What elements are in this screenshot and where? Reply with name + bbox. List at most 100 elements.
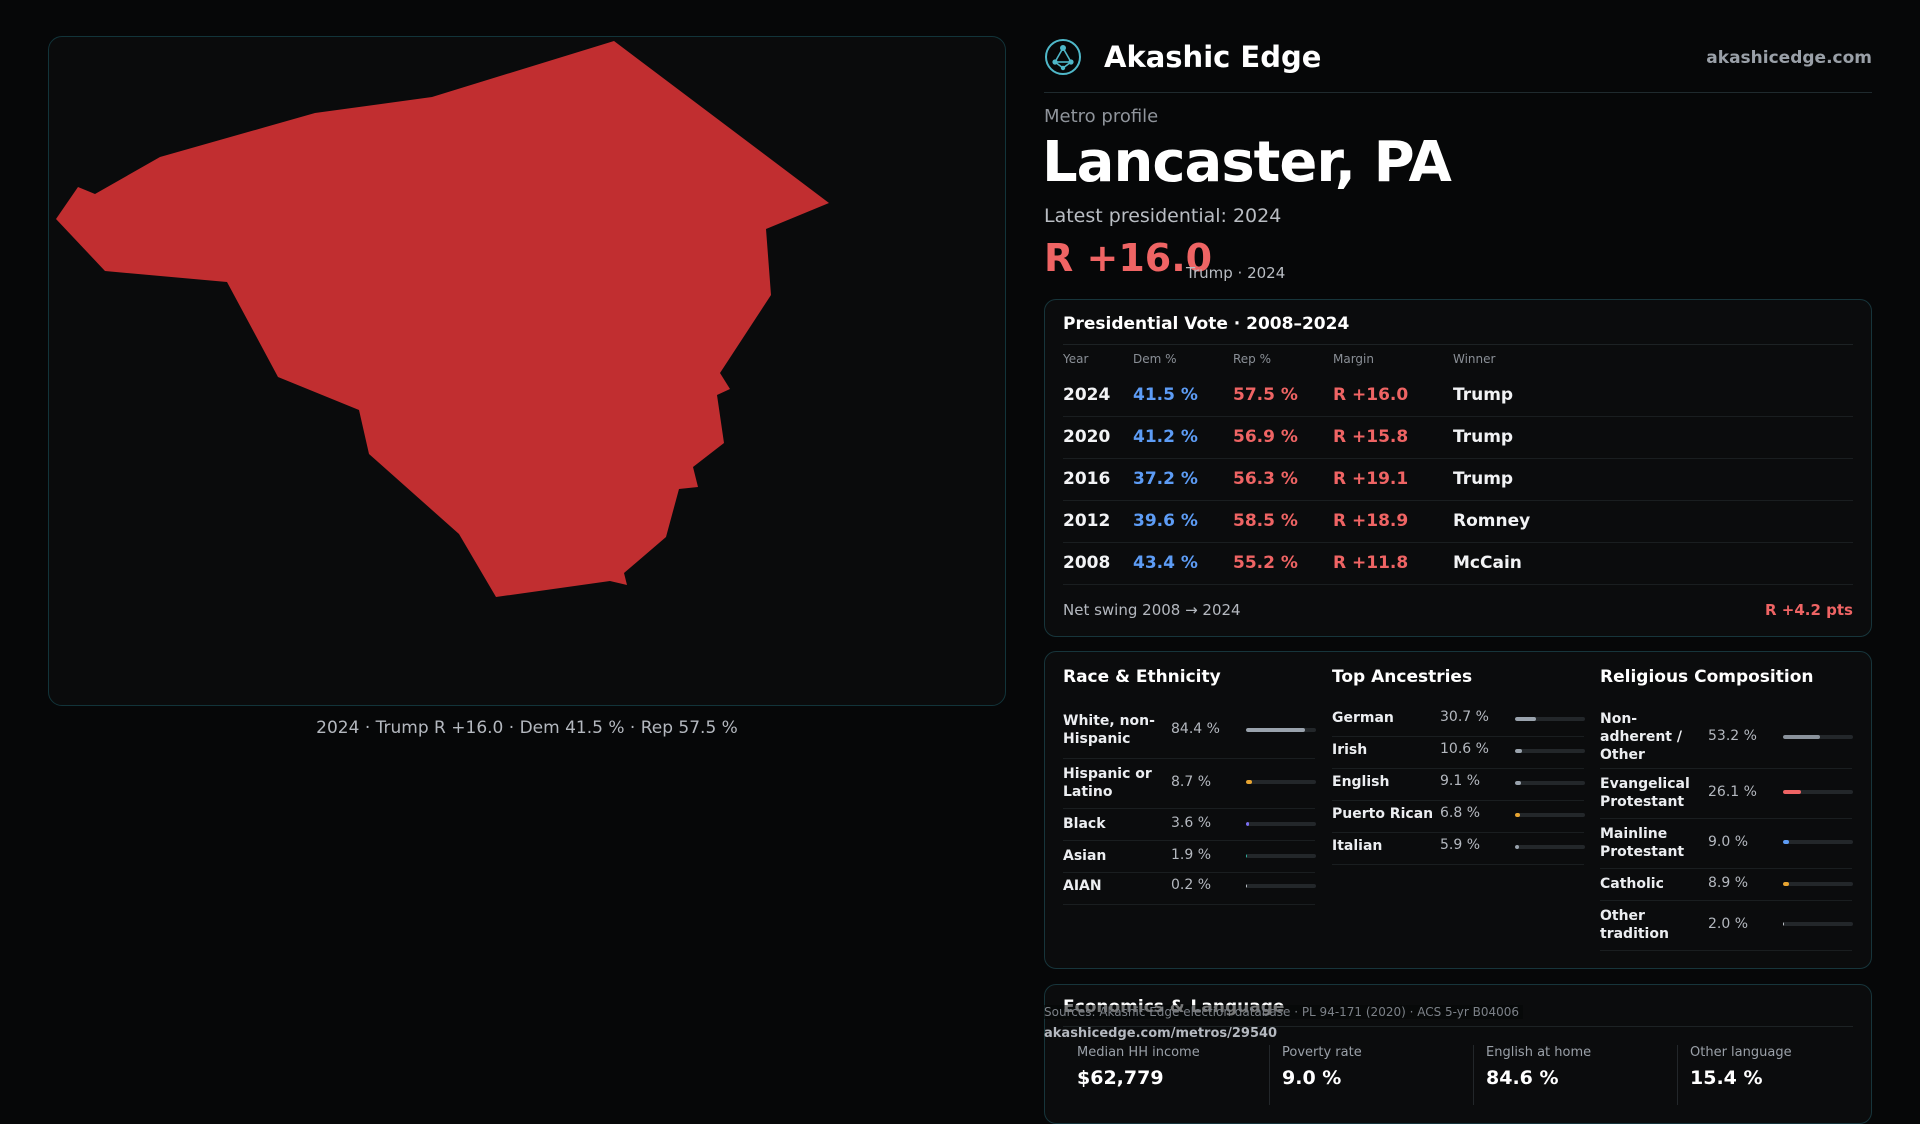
ancestry-bar-track <box>1515 845 1585 849</box>
ancestry-value: 30.7 % <box>1440 709 1489 725</box>
header: Akashic Edge akashicedge.com <box>1044 34 1872 93</box>
dem-cell: 41.2 % <box>1133 427 1198 447</box>
ancestry-bar-track <box>1515 717 1585 721</box>
divider <box>1063 1026 1853 1027</box>
ancestry-bar-fill <box>1515 749 1523 753</box>
ancestry-bar-fill <box>1515 813 1520 817</box>
rep-cell: 56.9 % <box>1233 427 1298 447</box>
column-header-margin: Margin <box>1333 352 1374 366</box>
race-bar-track <box>1246 884 1316 888</box>
metro-boundary-shape[interactable] <box>56 41 829 597</box>
year-cell: 2016 <box>1063 469 1111 489</box>
network-logo-icon[interactable] <box>1044 38 1082 76</box>
site-link[interactable]: akashicedge.com <box>1706 48 1872 68</box>
list-item[interactable]: Italian 5.9 % <box>1332 832 1585 865</box>
religion-bar-track <box>1783 735 1853 739</box>
ancestry-label: English <box>1332 774 1390 790</box>
column-header-year: Year <box>1063 352 1089 366</box>
year-cell: 2020 <box>1063 427 1111 447</box>
table-row[interactable]: 2024 41.5 % 57.5 % R +16.0 Trump <box>1063 374 1853 417</box>
list-item[interactable]: English 9.1 % <box>1332 768 1585 801</box>
list-item[interactable]: Non-adherent / Other 53.2 % <box>1600 704 1853 769</box>
latest-election-label: Latest presidential: 2024 <box>1044 205 1282 227</box>
ancestry-bar-fill <box>1515 717 1537 721</box>
sources-footnote: Sources: Akashic Edge election database … <box>1044 1005 1524 1019</box>
race-label: AIAN <box>1063 878 1102 894</box>
list-item[interactable]: Asian 1.9 % <box>1063 840 1316 873</box>
ancestry-label: German <box>1332 710 1394 726</box>
list-item[interactable]: Mainline Protestant 9.0 % <box>1600 818 1853 869</box>
race-bar-track <box>1246 822 1316 826</box>
race-bar-fill <box>1246 884 1247 888</box>
religion-bar-track <box>1783 840 1853 844</box>
permalink[interactable]: akashicedge.com/metros/29540 <box>1044 1026 1278 1041</box>
race-ethnicity-title: Race & Ethnicity <box>1063 667 1221 687</box>
margin-cell: R +18.9 <box>1333 511 1409 531</box>
table-row[interactable]: 2020 41.2 % 56.9 % R +15.8 Trump <box>1063 416 1853 459</box>
table-row[interactable]: 2016 37.2 % 56.3 % R +19.1 Trump <box>1063 458 1853 501</box>
list-item[interactable]: Evangelical Protestant 26.1 % <box>1600 768 1853 819</box>
race-bar-track <box>1246 728 1316 732</box>
demographics-card: Race & Ethnicity White, non-Hispanic 84.… <box>1044 651 1872 969</box>
table-row[interactable]: 2012 39.6 % 58.5 % R +18.9 Romney <box>1063 500 1853 543</box>
econ-stat-value: 84.6 % <box>1486 1067 1559 1089</box>
econ-stat <box>1269 1045 1460 1105</box>
race-bar-fill <box>1246 728 1306 732</box>
dem-cell: 39.6 % <box>1133 511 1198 531</box>
econ-stat-label: Median HH income <box>1077 1045 1200 1060</box>
religion-bar-track <box>1783 882 1853 886</box>
race-bar-fill <box>1246 822 1249 826</box>
page-title: Lancaster, PA <box>1042 130 1452 195</box>
list-item[interactable]: Black 3.6 % <box>1063 808 1316 841</box>
religion-label: Other tradition <box>1600 908 1669 942</box>
table-row[interactable]: 2008 43.4 % 55.2 % R +11.8 McCain <box>1063 542 1853 585</box>
year-cell: 2024 <box>1063 385 1111 405</box>
metro-map[interactable] <box>49 37 1006 706</box>
year-cell: 2012 <box>1063 511 1111 531</box>
margin-cell: R +11.8 <box>1333 553 1409 573</box>
race-value: 3.6 % <box>1171 815 1212 831</box>
religion-value: 26.1 % <box>1708 784 1757 800</box>
winner-cell: McCain <box>1453 553 1522 573</box>
religion-bar-fill <box>1783 840 1790 844</box>
race-bar-track <box>1246 854 1316 858</box>
race-value: 84.4 % <box>1171 721 1220 737</box>
rep-cell: 56.3 % <box>1233 469 1298 489</box>
ancestry-bar-track <box>1515 781 1585 785</box>
religion-value: 53.2 % <box>1708 728 1757 744</box>
year-cell: 2008 <box>1063 553 1111 573</box>
econ-stat-value: 15.4 % <box>1690 1067 1763 1089</box>
list-item[interactable]: German 30.7 % <box>1332 704 1585 737</box>
ancestry-bar-fill <box>1515 781 1522 785</box>
rep-cell: 55.2 % <box>1233 553 1298 573</box>
margin-cell: R +15.8 <box>1333 427 1409 447</box>
list-item[interactable]: Other tradition 2.0 % <box>1600 900 1853 951</box>
dem-cell: 37.2 % <box>1133 469 1198 489</box>
ancestry-label: Irish <box>1332 742 1368 758</box>
list-item[interactable]: Irish 10.6 % <box>1332 736 1585 769</box>
divider <box>1063 344 1853 345</box>
ancestries-title: Top Ancestries <box>1332 667 1473 687</box>
column-header-winner: Winner <box>1453 352 1496 366</box>
rep-cell: 57.5 % <box>1233 385 1298 405</box>
list-item[interactable]: AIAN 0.2 % <box>1063 872 1316 905</box>
race-bar-fill <box>1246 854 1248 858</box>
rep-cell: 58.5 % <box>1233 511 1298 531</box>
ancestry-bar-track <box>1515 749 1585 753</box>
ancestry-bar-fill <box>1515 845 1520 849</box>
presidential-vote-card: Presidential Vote · 2008–2024 Year Dem %… <box>1044 299 1872 637</box>
religion-label: Catholic <box>1600 876 1664 892</box>
religion-bar-fill <box>1783 922 1785 926</box>
list-item[interactable]: Hispanic or Latino 8.7 % <box>1063 758 1316 809</box>
econ-stat-value: $62,779 <box>1077 1067 1164 1089</box>
religion-bar-fill <box>1783 790 1802 794</box>
ancestry-label: Puerto Rican <box>1332 806 1434 822</box>
column-header-rep: Rep % <box>1233 352 1272 366</box>
religion-title: Religious Composition <box>1600 667 1814 687</box>
brand-name[interactable]: Akashic Edge <box>1104 40 1322 74</box>
map-panel <box>48 36 1006 706</box>
list-item[interactable]: White, non-Hispanic 84.4 % <box>1063 704 1316 759</box>
list-item[interactable]: Puerto Rican 6.8 % <box>1332 800 1585 833</box>
list-item[interactable]: Catholic 8.9 % <box>1600 868 1853 901</box>
race-label: White, non-Hispanic <box>1063 713 1155 747</box>
